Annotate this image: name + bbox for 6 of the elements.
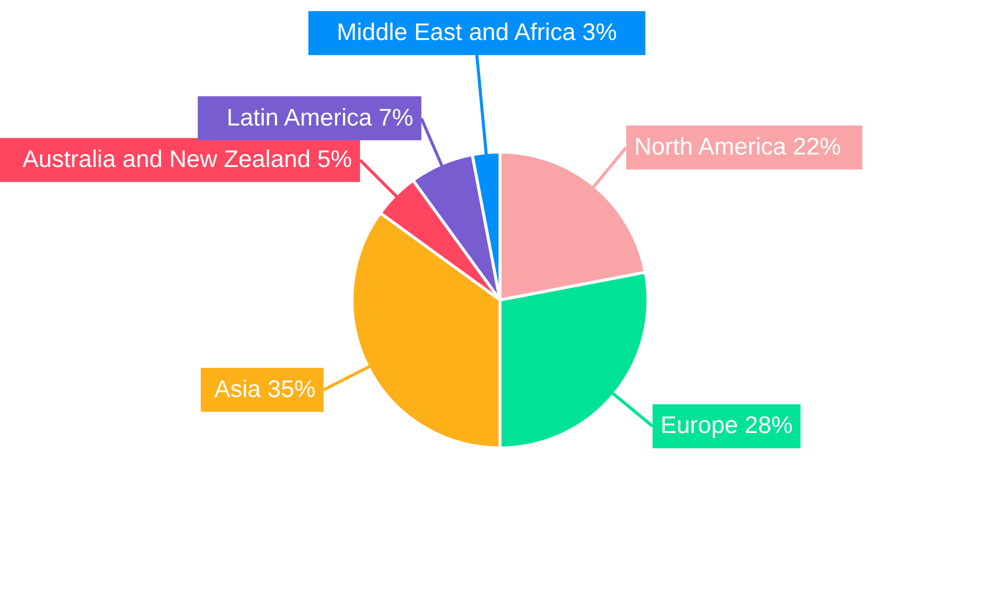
slice-label: Europe 28% (660, 412, 793, 440)
slice-label: Australia and New Zealand 5% (22, 146, 352, 173)
slice-label: Latin America 7% (226, 104, 414, 132)
slice-label: Middle East and Africa 3% (336, 19, 617, 46)
slice-label: North America 22% (634, 133, 841, 160)
slice-label: Asia 35% (214, 376, 316, 403)
